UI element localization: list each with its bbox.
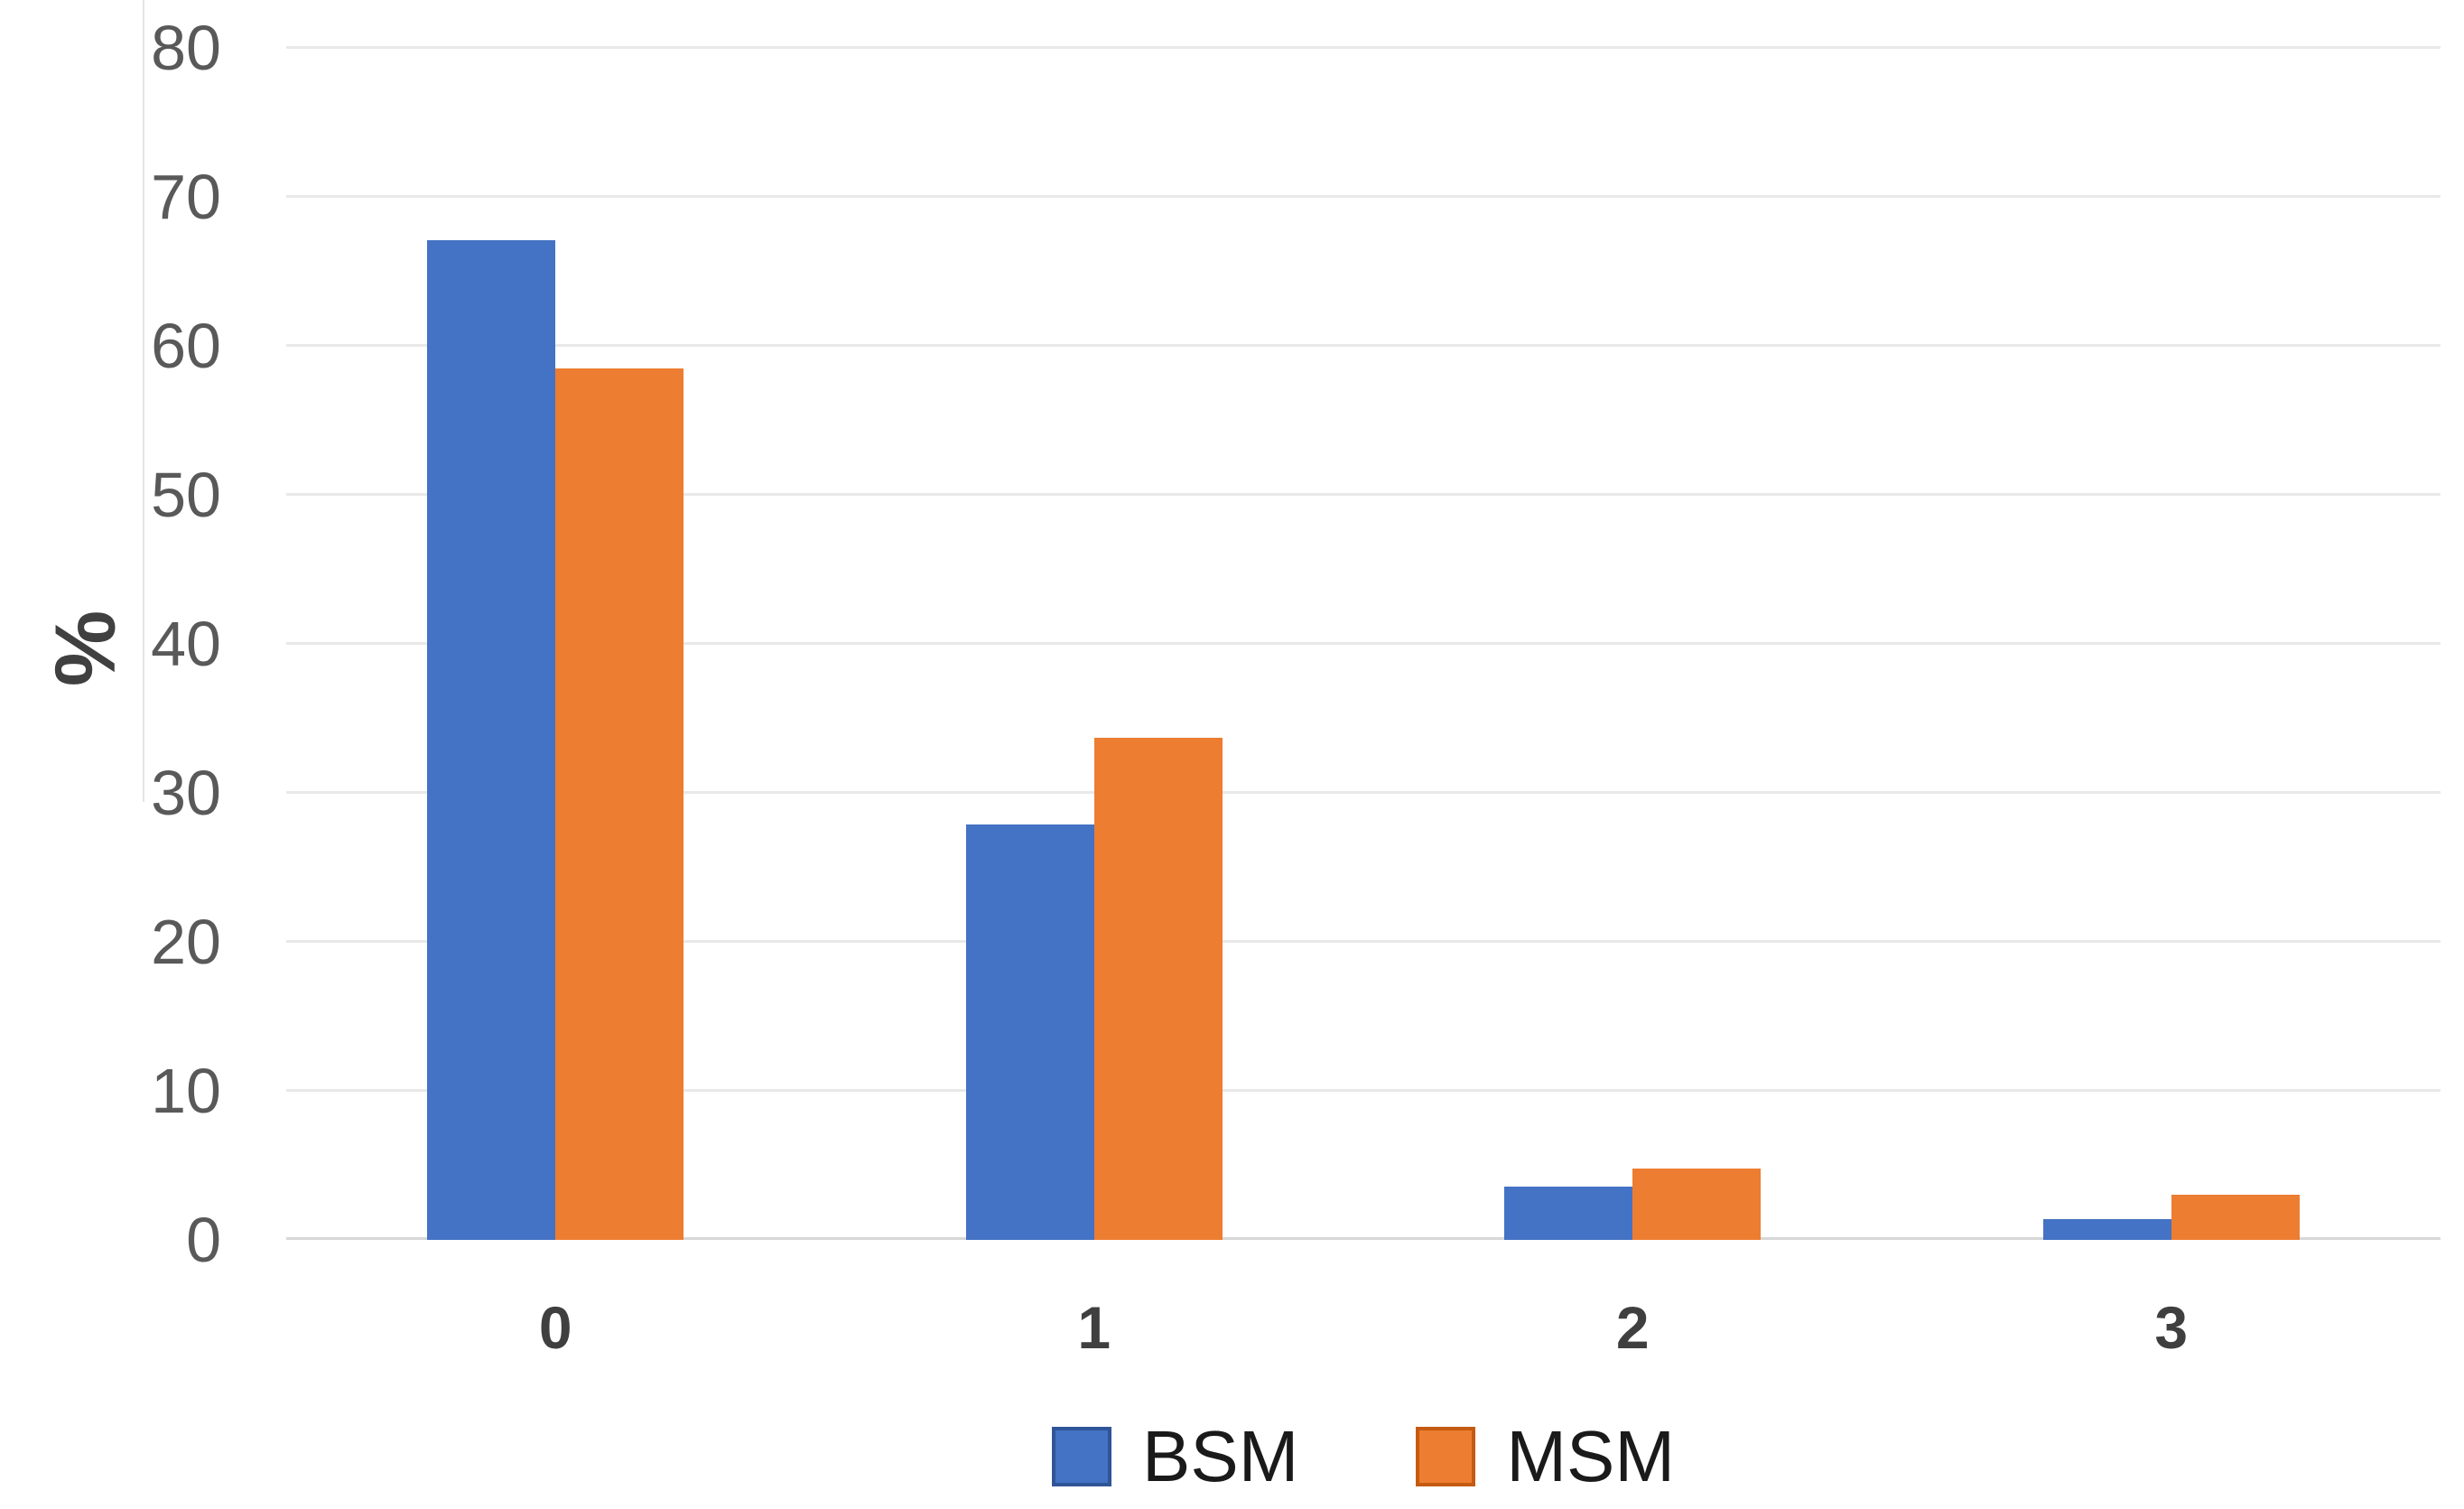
bar-msm-category-3 — [2171, 1195, 2300, 1240]
legend-item-msm: MSM — [1416, 1421, 1675, 1493]
y-tick-label-0: 0 — [186, 1205, 221, 1275]
bar-msm-category-1 — [1093, 738, 1223, 1240]
y-tick-label-20: 20 — [151, 907, 221, 977]
bar-msm-category-0 — [555, 368, 684, 1240]
gridline-40 — [286, 642, 2441, 645]
legend: BSM MSM — [286, 1421, 2441, 1493]
y-tick-label-10: 10 — [151, 1056, 221, 1126]
gridline-60 — [286, 344, 2441, 347]
y-axis-tick-labels: 0 10 20 30 40 50 60 70 80 — [0, 0, 221, 1509]
bar-msm-category-2 — [1632, 1169, 1762, 1240]
legend-label-bsm: BSM — [1142, 1416, 1299, 1496]
bar-bsm-category-3 — [2042, 1219, 2171, 1240]
x-tick-label-3: 3 — [2154, 1294, 2189, 1361]
gridline-30 — [286, 791, 2441, 794]
gridline-20 — [286, 940, 2441, 943]
bar-bsm-category-2 — [1504, 1187, 1633, 1240]
gridline-10 — [286, 1089, 2441, 1092]
legend-label-msm: MSM — [1506, 1416, 1675, 1496]
x-tick-label-0: 0 — [538, 1294, 572, 1361]
x-tick-label-2: 2 — [1615, 1294, 1650, 1361]
gridline-80 — [286, 46, 2441, 49]
x-axis-line — [286, 1237, 2441, 1240]
y-tick-label-60: 60 — [151, 311, 221, 381]
left-crop-artifact-line — [143, 0, 144, 802]
legend-item-bsm: BSM — [1052, 1421, 1298, 1493]
y-tick-label-70: 70 — [151, 162, 221, 232]
legend-swatch-msm — [1416, 1427, 1476, 1486]
x-tick-label-1: 1 — [1077, 1294, 1111, 1361]
y-tick-label-30: 30 — [151, 758, 221, 828]
gridline-50 — [286, 493, 2441, 496]
y-tick-label-50: 50 — [151, 460, 221, 530]
legend-swatch-bsm — [1052, 1427, 1111, 1486]
gridline-70 — [286, 195, 2441, 198]
bar-bsm-category-0 — [427, 240, 556, 1240]
y-tick-label-80: 80 — [151, 13, 221, 83]
bar-bsm-category-1 — [965, 824, 1094, 1240]
y-tick-label-40: 40 — [151, 609, 221, 679]
plot-area — [286, 46, 2441, 1240]
